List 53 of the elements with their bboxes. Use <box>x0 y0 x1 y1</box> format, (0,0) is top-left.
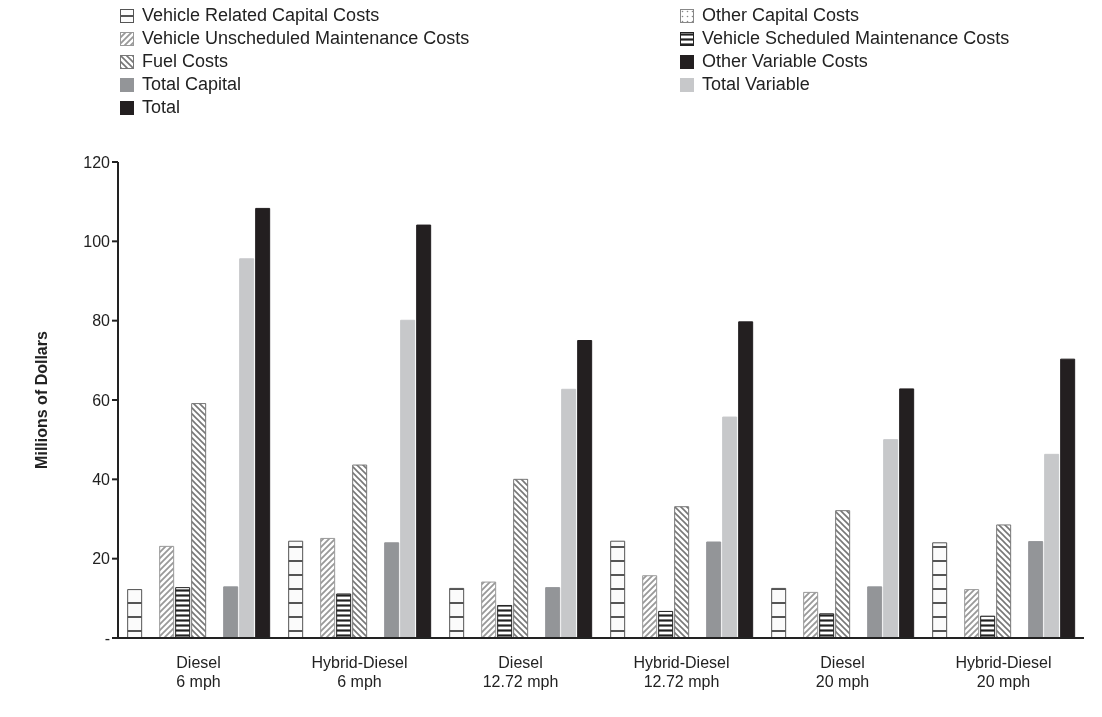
bar <box>642 575 658 638</box>
legend-label: Vehicle Scheduled Maintenance Costs <box>702 28 1010 49</box>
legend-label: Vehicle Related Capital Costs <box>142 5 380 26</box>
legend-label: Other Variable Costs <box>702 51 868 72</box>
x-tick-label: Diesel 6 mph <box>176 654 221 690</box>
legend-label: Total <box>142 97 181 118</box>
bar <box>1028 541 1044 638</box>
bar <box>771 587 787 638</box>
x-tick-label: Diesel 12.72 mph <box>482 654 559 690</box>
bar <box>883 439 899 638</box>
y-tick-label: 40 <box>92 471 111 489</box>
legend-label: Vehicle Unscheduled Maintenance Costs <box>142 28 470 49</box>
bar <box>320 537 336 638</box>
bar <box>223 586 239 638</box>
bar <box>674 506 690 638</box>
y-axis-title: Millions of Dollars <box>32 331 50 469</box>
legend-label: Total Variable <box>702 74 810 95</box>
bar <box>545 587 561 638</box>
bar <box>127 589 143 638</box>
bar <box>384 542 400 638</box>
bar <box>803 591 819 638</box>
y-tick-label: - <box>104 629 110 647</box>
bar <box>706 541 722 638</box>
bar <box>610 540 626 638</box>
bar <box>996 524 1012 638</box>
bar <box>400 319 416 638</box>
bar <box>835 510 851 638</box>
x-tick-label: Diesel 20 mph <box>815 654 870 690</box>
bar <box>481 581 497 638</box>
bar <box>159 545 175 638</box>
x-tick-label: Hybrid-Diesel 12.72 mph <box>633 654 730 690</box>
y-tick-label: 100 <box>83 233 111 251</box>
bar <box>352 464 368 638</box>
bar <box>964 589 980 638</box>
legend-label: Total Capital <box>142 74 242 95</box>
bar <box>722 416 738 638</box>
bar <box>513 478 529 638</box>
bar <box>191 403 207 638</box>
bar <box>867 586 883 638</box>
y-tick-label: 120 <box>83 153 111 171</box>
y-tick-label: 20 <box>92 550 111 568</box>
legend-label: Fuel Costs <box>142 51 229 72</box>
x-tick-label: Hybrid-Diesel 6 mph <box>311 654 408 690</box>
bar <box>932 542 948 638</box>
bar <box>561 388 577 638</box>
bar <box>1044 453 1060 638</box>
bar <box>239 258 255 638</box>
legend-label: Other Capital Costs <box>702 5 860 26</box>
bar <box>449 587 465 638</box>
x-tick-label: Hybrid-Diesel 20 mph <box>955 654 1052 690</box>
y-tick-label: 60 <box>92 391 111 409</box>
y-tick-label: 80 <box>92 312 111 330</box>
bar <box>288 540 304 638</box>
